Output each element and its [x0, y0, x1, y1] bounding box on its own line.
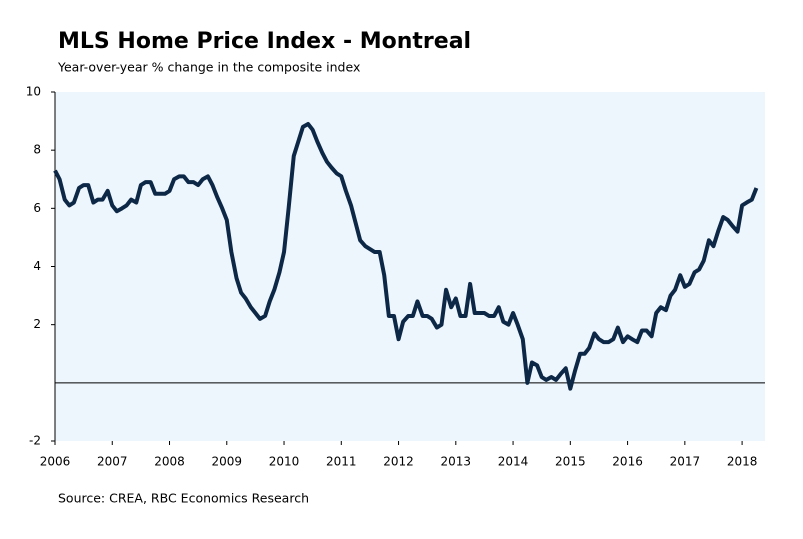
data-line: [53, 121, 759, 391]
y-tick-label: 8: [33, 143, 41, 157]
x-tick-label: 2013: [441, 455, 472, 469]
source-note: Source: CREA, RBC Economics Research: [58, 491, 309, 506]
plot-area: [55, 92, 765, 441]
y-tick-label: -2: [29, 434, 41, 448]
x-tick-label: 2012: [383, 455, 414, 469]
x-tick-label: 2008: [154, 455, 185, 469]
chart-subtitle: Year-over-year % change in the composite…: [57, 60, 360, 75]
x-tick-label: 2010: [269, 455, 300, 469]
x-tick-label: 2018: [727, 455, 758, 469]
x-tick-label: 2006: [40, 455, 71, 469]
y-tick-label: 4: [33, 259, 41, 273]
x-tick-label: 2015: [555, 455, 586, 469]
y-tick-label: 2: [33, 317, 41, 331]
y-tick-label: 6: [33, 201, 41, 215]
x-tick-label: 2017: [670, 455, 701, 469]
x-tick-label: 2009: [212, 455, 243, 469]
x-tick-label: 2007: [97, 455, 128, 469]
y-tick-label: 10: [26, 85, 41, 99]
x-tick-label: 2011: [326, 455, 357, 469]
chart-title: MLS Home Price Index - Montreal: [58, 29, 471, 54]
x-tick-label: 2014: [498, 455, 529, 469]
x-tick-label: 2016: [612, 455, 643, 469]
